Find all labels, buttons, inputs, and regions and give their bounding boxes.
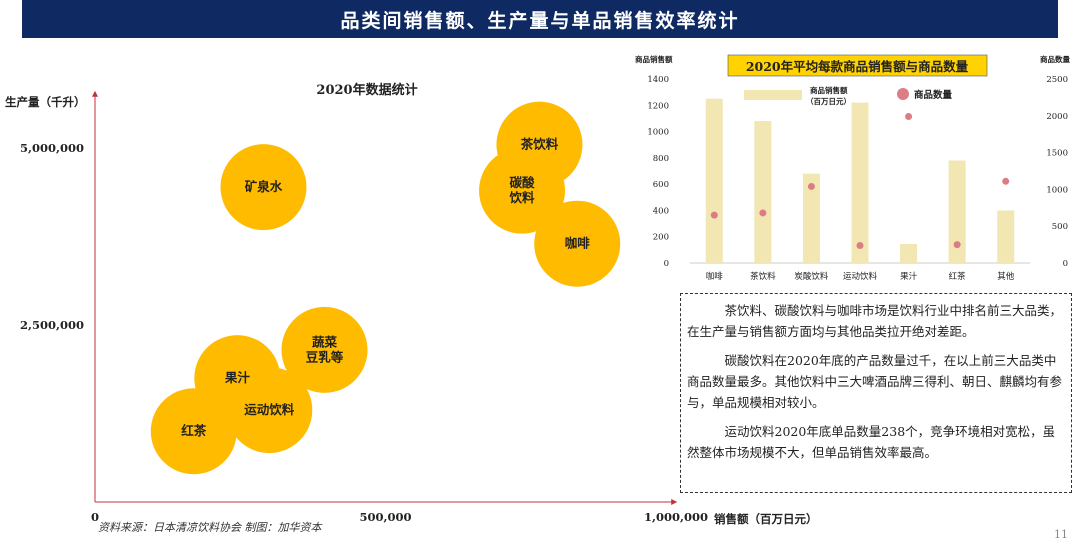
bar-right-tick-label: 0 bbox=[1063, 259, 1068, 269]
count-dot bbox=[1002, 177, 1010, 185]
bubble-point bbox=[226, 367, 313, 454]
bubble-y-axis-label: 生产量（千升） bbox=[5, 95, 86, 109]
bubble-point bbox=[220, 144, 307, 231]
bubble-x-axis-label: 销售额（百万日元） bbox=[714, 512, 818, 526]
bubble-x-tick-label: 0 bbox=[91, 510, 99, 524]
bar-left-tick-label: 1200 bbox=[647, 101, 669, 111]
bar-category-label: 果汁 bbox=[900, 271, 918, 282]
bubble-point bbox=[281, 306, 368, 393]
bar-mark bbox=[802, 173, 820, 263]
bubble-label: 咖啡 bbox=[565, 236, 591, 251]
bar-left-tick-label: 1400 bbox=[647, 75, 669, 85]
bar-chart-title: 2020年平均每款商品销售额与商品数量 bbox=[746, 59, 969, 74]
page-number: 11 bbox=[1054, 528, 1068, 541]
commentary-box: 茶饮料、碳酸饮料与咖啡市场是饮料行业中排名前三大品类，在生产量与销售额方面均与其… bbox=[680, 293, 1072, 493]
bubble-label: 运动饮料 bbox=[244, 402, 295, 417]
legend-bar-label-2: （百万日元） bbox=[806, 96, 851, 106]
bubble-label: 矿泉水 bbox=[245, 179, 283, 194]
bar-category-label: 炭酸饮料 bbox=[794, 271, 829, 282]
count-dot bbox=[856, 241, 864, 249]
bubble-point bbox=[534, 200, 621, 287]
bar-legend: 商品销售额 （百万日元） 商品数量 bbox=[744, 85, 953, 106]
banner-title: 品类间销售额、生产量与单品销售效率统计 bbox=[340, 9, 740, 32]
bar-left-axis-title: 商品销售额 bbox=[635, 54, 673, 64]
bubble-label: 茶饮料 bbox=[520, 137, 559, 152]
bubble-label: 果汁 bbox=[224, 370, 251, 385]
count-dot bbox=[905, 113, 913, 121]
bubble-x-tick-label: 500,000 bbox=[359, 510, 411, 524]
bar-mark bbox=[851, 102, 869, 264]
bar-right-tick-label: 1500 bbox=[1046, 149, 1068, 159]
bar-right-tick-label: 2000 bbox=[1046, 112, 1068, 122]
bubble-y-tick-label: 5,000,000 bbox=[20, 141, 84, 155]
bar-chart-title-box bbox=[727, 54, 988, 77]
bar-left-tick-label: 600 bbox=[653, 180, 669, 190]
bar-category-label: 运动饮料 bbox=[843, 271, 878, 282]
page-banner: 品类间销售额、生产量与单品销售效率统计 bbox=[22, 0, 1058, 38]
count-dot bbox=[953, 241, 961, 249]
bar-left-tick-label: 800 bbox=[653, 154, 669, 164]
count-dot bbox=[759, 209, 767, 217]
bar-mark bbox=[900, 243, 918, 263]
commentary-paragraph: 茶饮料、碳酸饮料与咖啡市场是饮料行业中排名前三大品类，在生产量与销售额方面均与其… bbox=[687, 303, 1063, 339]
bar-category-label: 咖啡 bbox=[706, 271, 724, 282]
bubble-ticks: 0 500,000 1,000,000 2,500,000 5,000,000 bbox=[20, 141, 708, 524]
footer-source: 资料来源：日本清凉饮料协会 制图：加华资本 bbox=[98, 521, 322, 534]
bar-left-tick-label: 200 bbox=[653, 233, 669, 243]
bar-right-tick-label: 500 bbox=[1052, 222, 1068, 232]
bar-mark bbox=[754, 121, 772, 263]
legend-dot-label: 商品数量 bbox=[914, 89, 953, 101]
bubble-label: 蔬菜豆乳等 bbox=[306, 334, 344, 364]
bar-category-label: 茶饮料 bbox=[750, 271, 776, 282]
bubble-label: 红茶 bbox=[181, 423, 207, 438]
bar-mark bbox=[705, 98, 723, 263]
bubble-point bbox=[150, 388, 237, 475]
legend-dot-swatch bbox=[897, 88, 909, 100]
commentary-paragraph: 碳酸饮料在2020年底的产品数量过千，在以上前三大品类中商品数量最多。其他饮料中… bbox=[687, 353, 1063, 410]
bar-mark bbox=[948, 160, 966, 263]
bubble-x-tick-label: 1,000,000 bbox=[644, 510, 708, 524]
bar-category-label: 红茶 bbox=[949, 271, 967, 282]
bar-left-tick-label: 0 bbox=[664, 259, 669, 269]
bubble-chart-title: 2020年数据统计 bbox=[316, 82, 417, 98]
commentary-paragraph: 运动饮料2020年底单品数量238个，竞争环境相对宽松，虽然整体市场规模不大，但… bbox=[687, 424, 1056, 460]
legend-bar-swatch bbox=[744, 90, 802, 100]
bar-left-tick-label: 400 bbox=[653, 206, 669, 216]
bar-left-tick-label: 1000 bbox=[647, 128, 669, 138]
bar-right-axis-title: 商品数量 bbox=[1040, 54, 1070, 64]
bubble-point bbox=[479, 147, 566, 234]
bar-category-label: 其他 bbox=[997, 271, 1015, 282]
bubble-y-tick-label: 2,500,000 bbox=[20, 318, 84, 332]
bar-right-tick-label: 1000 bbox=[1046, 185, 1068, 195]
bar-layer: 0 200 400 600 800 1000 1200 1400 0 500 1000 1500 200… bbox=[647, 75, 1068, 282]
bubble-label: 碳酸饮料 bbox=[509, 175, 536, 205]
bar-right-tick-label: 2500 bbox=[1046, 75, 1068, 85]
count-dot bbox=[710, 211, 718, 219]
legend-bar-label-1: 商品销售额 bbox=[810, 85, 848, 95]
count-dot bbox=[807, 182, 815, 190]
bar-mark bbox=[997, 210, 1015, 263]
